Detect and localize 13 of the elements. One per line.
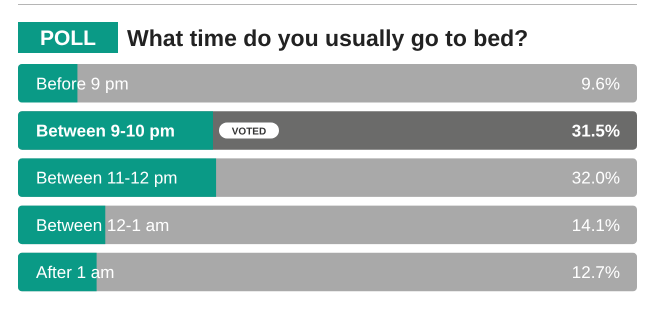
data-label: 12.7% — [572, 263, 620, 282]
y-tick-label: Between 12-1 am — [36, 216, 170, 235]
data-label: 31.5% — [572, 121, 620, 140]
y-tick-label: Between 11-12 pm — [36, 168, 178, 188]
y-tick-label: Between 9-10 pm — [36, 121, 175, 140]
data-label: 9.6% — [581, 74, 620, 94]
data-label: 32.0% — [572, 168, 620, 188]
text: POLL — [40, 27, 96, 50]
bar — [18, 158, 216, 197]
chart-title: What time do you usually go to bed? — [127, 25, 528, 51]
data-label: 14.1% — [572, 216, 620, 235]
annotation: VOTED — [232, 126, 266, 138]
bar — [18, 206, 106, 244]
